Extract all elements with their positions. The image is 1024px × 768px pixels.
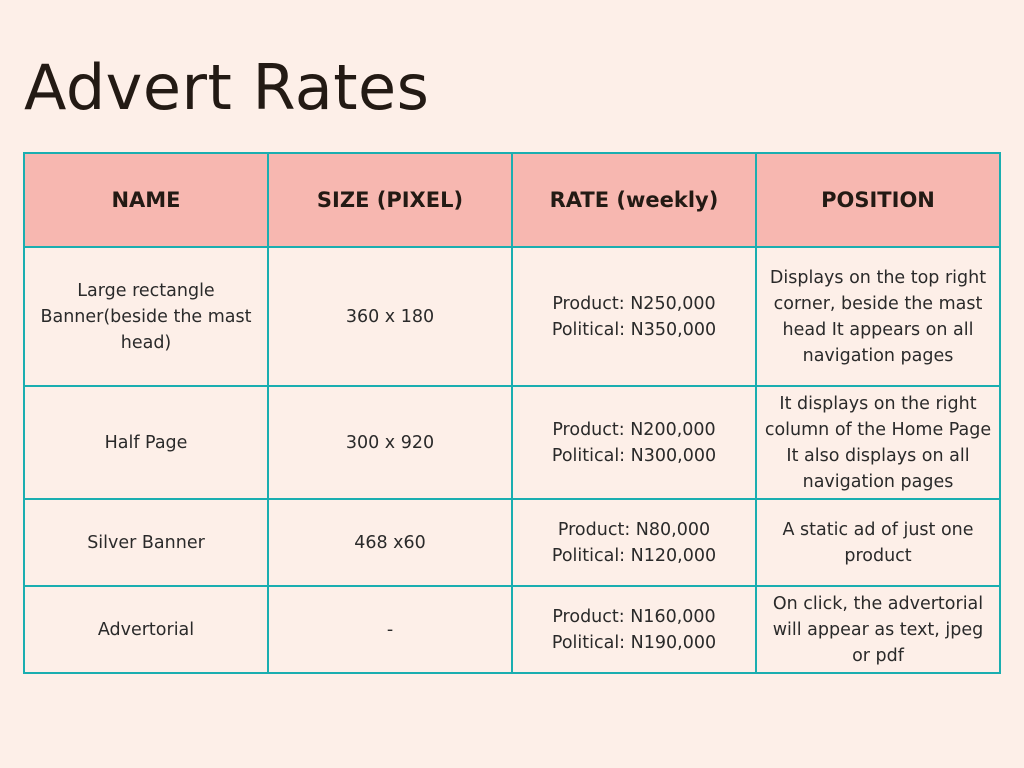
cell-name: Advertorial xyxy=(23,585,269,674)
cell-name: Silver Banner xyxy=(23,498,269,587)
page-title: Advert Rates xyxy=(24,51,430,124)
cell-rate: Product: N80,000 Political: N120,000 xyxy=(511,498,757,587)
table-header-row: NAME SIZE (PIXEL) RATE (weekly) POSITION xyxy=(23,152,1001,248)
table-row: Large rectangle Banner(beside the mast h… xyxy=(23,246,1001,387)
table-row: Silver Banner 468 x60 Product: N80,000 P… xyxy=(23,498,1001,587)
rate-product: Product: N200,000 xyxy=(552,419,716,440)
rate-political: Political: N190,000 xyxy=(551,632,717,653)
rate-product: Product: N80,000 xyxy=(557,519,711,540)
cell-position: Displays on the top right corner, beside… xyxy=(755,246,1001,387)
rate-product: Product: N250,000 xyxy=(552,293,716,314)
table-row: Advertorial - Product: N160,000 Politica… xyxy=(23,585,1001,674)
cell-position: On click, the advertorial will appear as… xyxy=(755,585,1001,674)
column-header-rate: RATE (weekly) xyxy=(511,152,757,248)
advert-rates-table: NAME SIZE (PIXEL) RATE (weekly) POSITION… xyxy=(23,152,1001,674)
cell-position: A static ad of just one product xyxy=(755,498,1001,587)
cell-name: Half Page xyxy=(23,385,269,500)
cell-rate: Product: N250,000 Political: N350,000 xyxy=(511,246,757,387)
column-header-size: SIZE (PIXEL) xyxy=(267,152,513,248)
cell-name: Large rectangle Banner(beside the mast h… xyxy=(23,246,269,387)
cell-size: 360 x 180 xyxy=(267,246,513,387)
column-header-position: POSITION xyxy=(755,152,1001,248)
cell-size: 468 x60 xyxy=(267,498,513,587)
cell-rate: Product: N160,000 Political: N190,000 xyxy=(511,585,757,674)
cell-size: 300 x 920 xyxy=(267,385,513,500)
rate-political: Political: N350,000 xyxy=(551,319,717,340)
cell-position: It displays on the right column of the H… xyxy=(755,385,1001,500)
cell-rate: Product: N200,000 Political: N300,000 xyxy=(511,385,757,500)
rate-political: Political: N120,000 xyxy=(551,545,717,566)
rate-product: Product: N160,000 xyxy=(552,606,716,627)
rate-political: Political: N300,000 xyxy=(551,445,717,466)
cell-size: - xyxy=(267,585,513,674)
table-row: Half Page 300 x 920 Product: N200,000 Po… xyxy=(23,385,1001,500)
column-header-name: NAME xyxy=(23,152,269,248)
